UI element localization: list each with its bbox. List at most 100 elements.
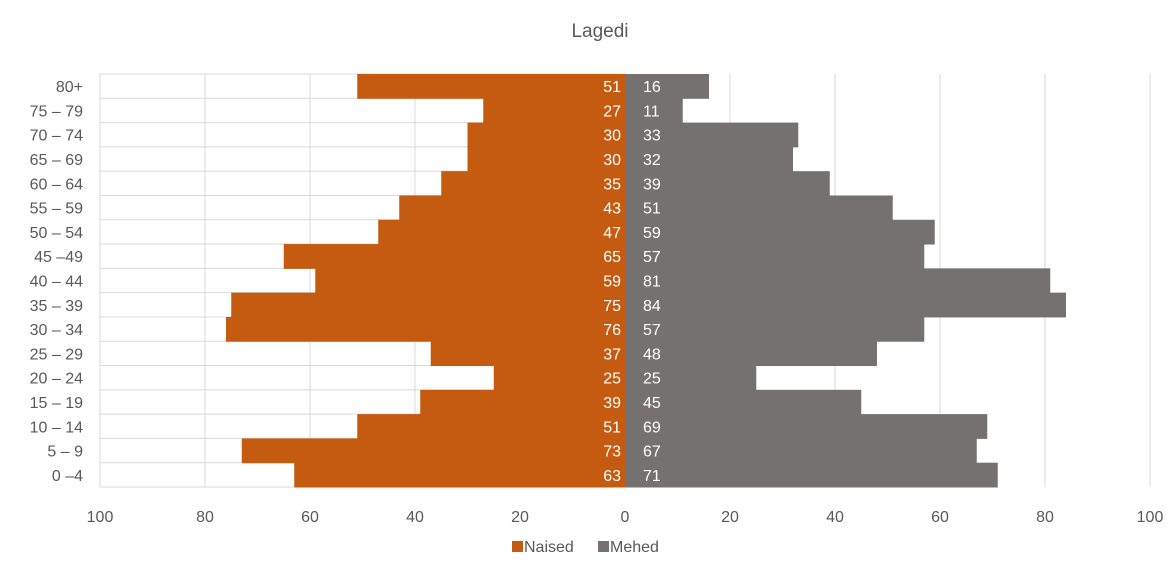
data-label-mehed: 39 <box>643 176 661 193</box>
data-label-naised: 51 <box>603 79 621 96</box>
bar-naised <box>283 244 625 269</box>
data-label-naised: 30 <box>603 128 621 145</box>
category-label: 5 – 9 <box>47 444 83 461</box>
data-label-naised: 37 <box>603 346 621 363</box>
category-label: 60 – 64 <box>30 176 83 193</box>
bar-mehed <box>625 292 1066 318</box>
legend-label-naised: Naised <box>524 539 574 556</box>
bar-mehed <box>625 244 925 269</box>
x-tick-label: 40 <box>826 509 844 526</box>
data-label-mehed: 48 <box>643 346 661 363</box>
bar-naised <box>294 462 625 488</box>
bar-mehed <box>625 389 862 415</box>
bar-naised <box>467 122 625 148</box>
bar-mehed <box>625 146 793 172</box>
data-label-mehed: 69 <box>643 419 661 436</box>
bar-mehed <box>625 98 683 124</box>
category-label: 40 – 44 <box>30 274 83 291</box>
data-label-mehed: 57 <box>643 322 661 339</box>
legend-swatch-naised <box>512 541 523 552</box>
category-label: 10 – 14 <box>30 419 83 436</box>
category-label: 25 – 29 <box>30 346 83 363</box>
data-label-mehed: 84 <box>643 298 661 315</box>
data-label-mehed: 25 <box>643 371 661 388</box>
category-label: 75 – 79 <box>30 103 83 120</box>
data-label-mehed: 32 <box>643 152 661 169</box>
value-axis: 100 80 60 40 20 0 20 40 60 80 100 <box>87 509 1164 526</box>
data-label-naised: 75 <box>603 298 621 315</box>
legend: Naised Mehed <box>512 539 659 556</box>
category-label: 35 – 39 <box>30 298 83 315</box>
legend-swatch-mehed <box>598 541 609 552</box>
data-label-mehed: 11 <box>643 103 660 120</box>
bar-mehed <box>625 195 893 221</box>
bar-naised <box>483 98 625 124</box>
data-label-mehed: 71 <box>643 468 661 485</box>
x-tick-label: 60 <box>931 509 949 526</box>
x-tick-label: 40 <box>406 509 424 526</box>
category-label: 50 – 54 <box>30 225 83 242</box>
data-labels: 51 16 27 11 30 33 30 32 35 39 43 51 47 59 65 57 59 81 75 84… <box>603 79 661 485</box>
bar-naised <box>430 341 625 367</box>
category-label: 0 –4 <box>52 468 83 485</box>
bar-naised <box>441 171 625 196</box>
data-label-mehed: 67 <box>643 444 661 461</box>
data-label-naised: 35 <box>603 176 621 193</box>
bar-mehed <box>625 414 988 439</box>
data-label-mehed: 33 <box>643 128 661 145</box>
category-label: 20 – 24 <box>30 371 83 388</box>
data-label-naised: 39 <box>603 395 621 412</box>
data-label-naised: 65 <box>603 249 621 266</box>
x-tick-label: 100 <box>87 509 114 526</box>
x-tick-label: 60 <box>301 509 319 526</box>
data-label-mehed: 59 <box>643 225 661 242</box>
bar-naised <box>420 389 625 415</box>
category-label: 45 –49 <box>34 249 83 266</box>
bar-mehed <box>625 74 709 99</box>
data-label-naised: 59 <box>603 274 621 291</box>
bar-naised <box>357 74 625 99</box>
bar-naised <box>399 195 625 221</box>
bar-mehed <box>625 316 925 342</box>
bar-naised <box>378 219 625 245</box>
bar-naised <box>467 146 625 172</box>
x-tick-label: 100 <box>1137 509 1164 526</box>
x-tick-label: 20 <box>721 509 739 526</box>
x-tick-label: 20 <box>511 509 529 526</box>
bar-naised <box>357 414 625 439</box>
data-label-naised: 73 <box>603 444 621 461</box>
data-label-naised: 47 <box>603 225 621 242</box>
bar-naised <box>493 365 625 391</box>
bar-mehed <box>625 171 830 196</box>
bar-mehed <box>625 219 935 245</box>
data-label-naised: 51 <box>603 419 621 436</box>
category-label: 55 – 59 <box>30 201 83 218</box>
category-label: 15 – 19 <box>30 395 83 412</box>
chart-title: Lagedi <box>571 21 628 42</box>
data-label-mehed: 16 <box>643 79 661 96</box>
category-label: 70 – 74 <box>30 128 83 145</box>
bar-mehed <box>625 341 877 367</box>
category-label: 80+ <box>56 79 83 96</box>
data-label-naised: 76 <box>603 322 621 339</box>
data-label-naised: 63 <box>603 468 621 485</box>
data-label-naised: 25 <box>603 371 621 388</box>
data-label-mehed: 45 <box>643 395 661 412</box>
category-label: 30 – 34 <box>30 322 83 339</box>
bars <box>226 74 1066 488</box>
legend-label-mehed: Mehed <box>610 539 659 556</box>
bar-naised <box>226 316 625 342</box>
category-axis: 80+ 75 – 79 70 – 74 65 – 69 60 – 64 55 – 59 50… <box>30 79 83 485</box>
bar-naised <box>315 268 625 294</box>
bar-mehed <box>625 462 998 488</box>
data-label-naised: 43 <box>603 201 621 218</box>
bar-naised <box>241 438 625 464</box>
data-label-mehed: 81 <box>643 274 661 291</box>
x-tick-label: 0 <box>621 509 630 526</box>
data-label-naised: 27 <box>603 103 621 120</box>
bar-naised <box>231 292 625 318</box>
category-label: 65 – 69 <box>30 152 83 169</box>
x-tick-label: 80 <box>1036 509 1054 526</box>
